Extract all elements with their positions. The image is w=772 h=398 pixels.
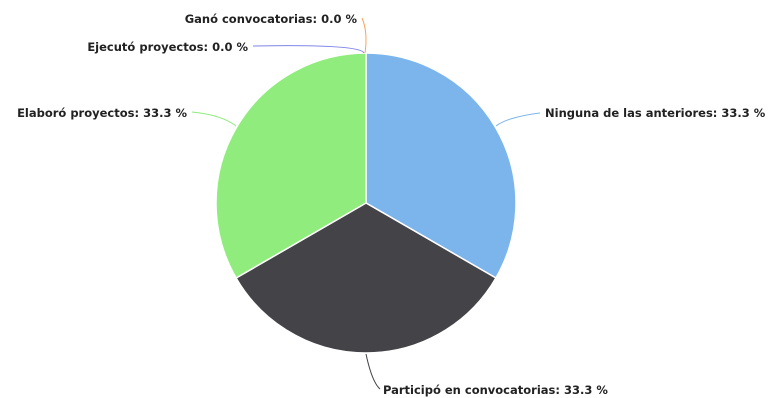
- label-connectors: [191, 17, 541, 390]
- label-elaboro-proyectos: Elaboró proyectos: 33.3 %: [17, 106, 187, 120]
- connector-participo-en-convocatorias: [365, 353, 381, 390]
- connector-ejecuto-proyectos: [252, 45, 365, 54]
- connector-gano-convocatorias: [361, 17, 367, 54]
- label-participo-en-convocatorias: Participó en convocatorias: 33.3 %: [383, 383, 608, 397]
- connector-elaboro-proyectos: [191, 111, 237, 127]
- label-ejecuto-proyectos: Ejecutó proyectos: 0.0 %: [87, 40, 248, 54]
- pie-slice-participo-en-convocatorias[interactable]: [235, 202, 497, 354]
- slice-labels: Ninguna de las anteriores: 33.3 % Partici…: [17, 12, 766, 397]
- label-gano-convocatorias: Ganó convocatorias: 0.0 %: [185, 12, 358, 26]
- pie-slices: [215, 52, 517, 354]
- pie-slice-elaboro-proyectos[interactable]: [215, 52, 367, 280]
- label-ninguna-de-las-anteriores: Ninguna de las anteriores: 33.3 %: [545, 106, 766, 120]
- pie-slice-ninguna-de-las-anteriores[interactable]: [365, 52, 517, 280]
- connector-ninguna-de-las-anteriores: [495, 112, 541, 127]
